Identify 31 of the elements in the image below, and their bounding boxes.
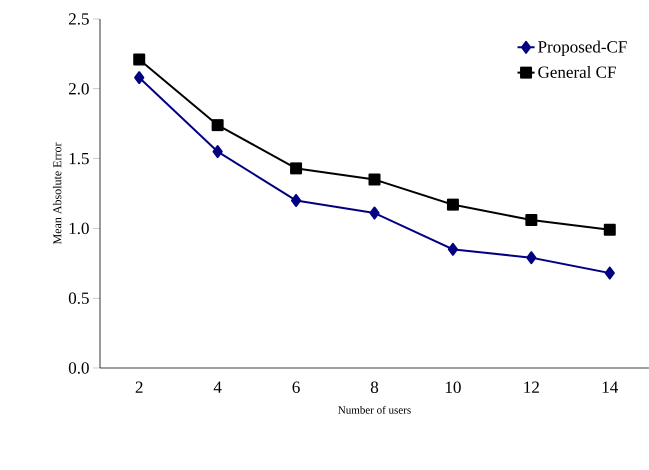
x-axis-title: Number of users — [338, 406, 411, 414]
point — [369, 206, 380, 220]
point — [212, 119, 224, 132]
x-tick-label: 4 — [214, 382, 222, 393]
y-tick-label: 0.5 — [68, 292, 89, 304]
point — [368, 174, 380, 186]
point — [604, 224, 616, 236]
x-tick-label: 10 — [446, 382, 461, 393]
point — [133, 53, 146, 66]
y-tick-label: 0.0 — [68, 362, 89, 374]
x-tick-label: 8 — [370, 382, 378, 393]
legend-label: Proposed-CF — [538, 40, 627, 56]
point — [290, 162, 302, 174]
point — [290, 194, 302, 207]
point — [604, 266, 615, 280]
point — [525, 214, 538, 226]
y-tick-label: 2.0 — [68, 83, 89, 95]
x-tick-label: 6 — [292, 382, 300, 393]
x-tick-label: 14 — [602, 382, 618, 393]
point — [134, 71, 144, 84]
x-tick-label: 12 — [524, 382, 539, 393]
y-tick-label: 1.5 — [70, 152, 89, 164]
x-tick-label: 2 — [136, 382, 143, 393]
y-axis-title: Mean Absolute Error — [52, 142, 62, 244]
point — [446, 198, 459, 211]
point — [212, 145, 223, 158]
legend-label: General CF — [538, 66, 616, 78]
point — [526, 251, 536, 264]
point — [448, 242, 458, 256]
y-tick-label: 1.0 — [70, 222, 89, 234]
y-tick-label: 2.5 — [68, 13, 89, 25]
